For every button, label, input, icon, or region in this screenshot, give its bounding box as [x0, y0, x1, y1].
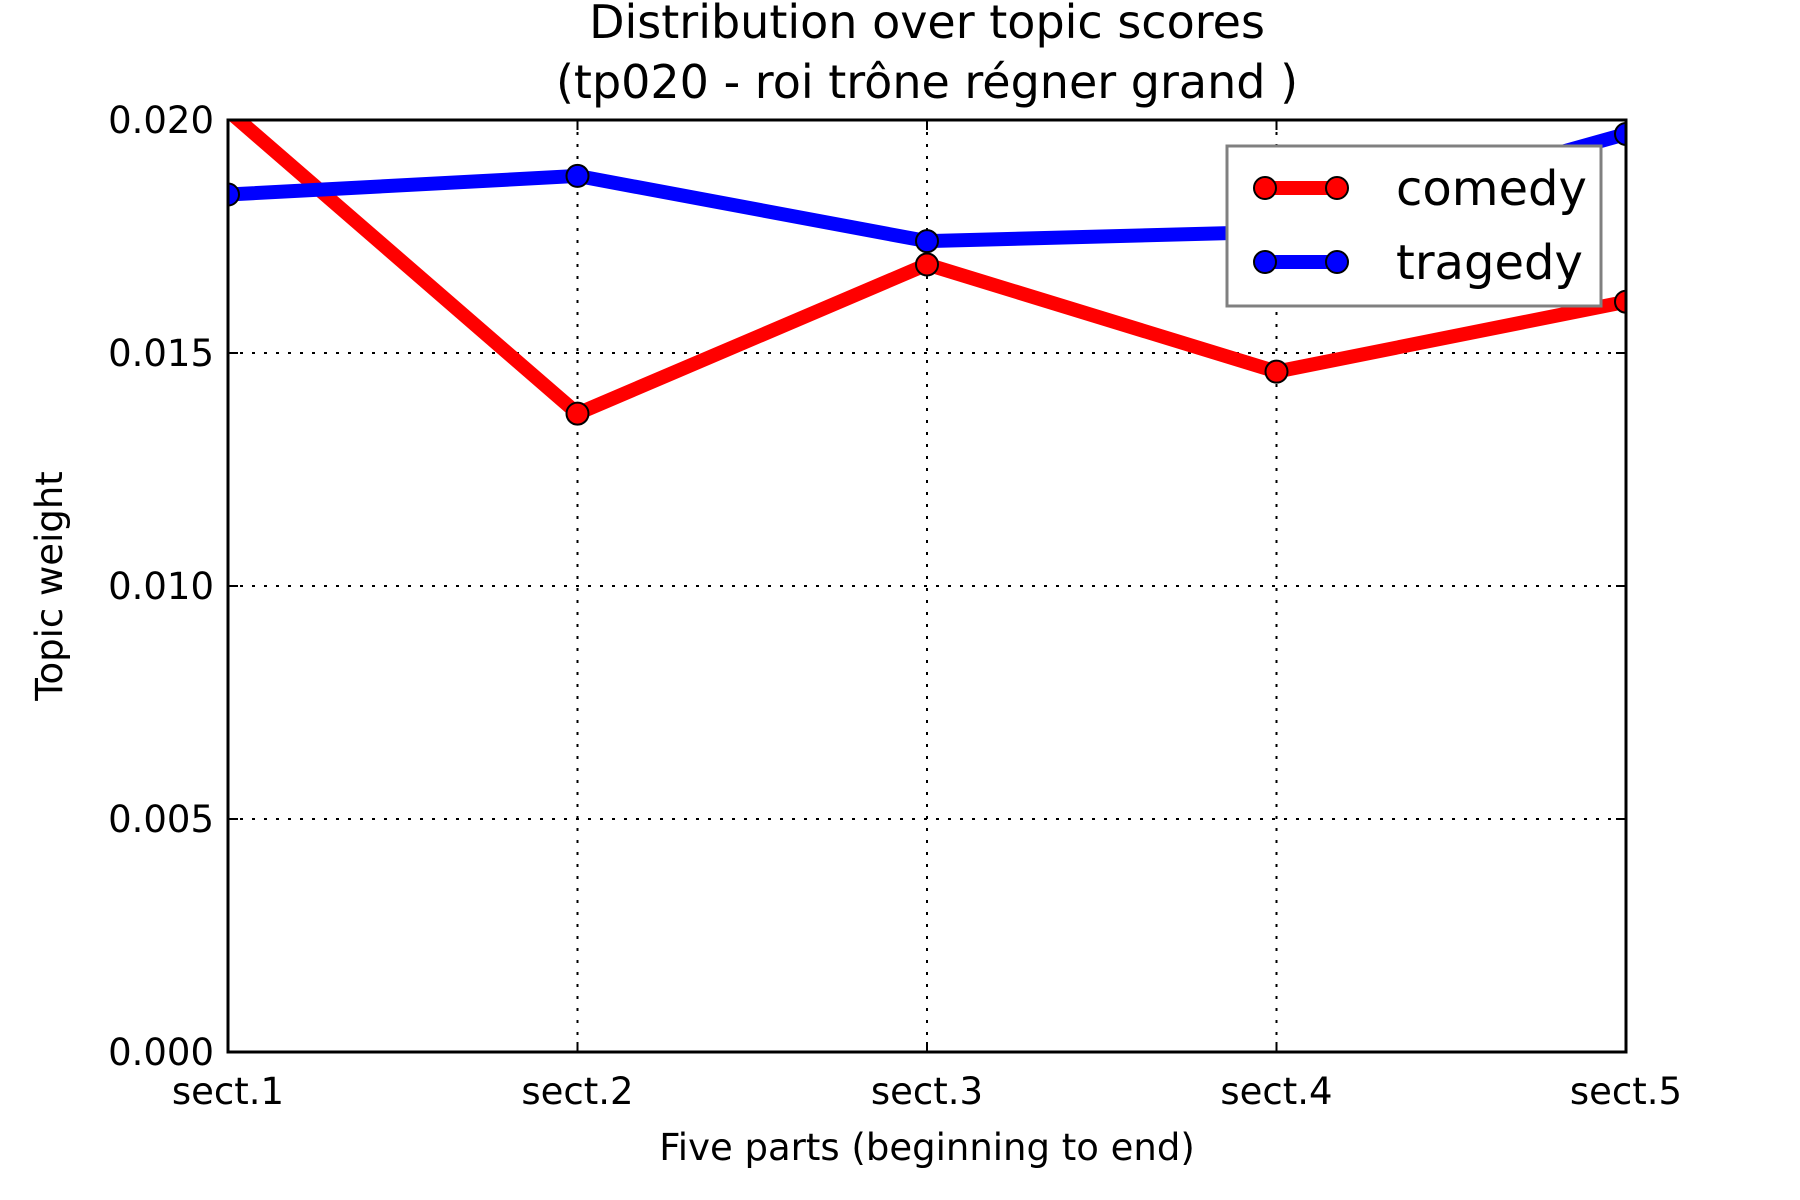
- legend-marker-tragedy: [1253, 250, 1277, 274]
- data-point-comedy: [1264, 359, 1289, 384]
- legend-label-tragedy: tragedy: [1396, 235, 1583, 291]
- legend-marker-comedy: [1253, 176, 1277, 200]
- data-point-tragedy: [915, 229, 939, 254]
- chart-subtitle: (tp020 - roi trône régner grand ): [556, 55, 1298, 109]
- y-tick-label: 0.020: [108, 99, 214, 142]
- legend-marker-tragedy: [1325, 250, 1349, 274]
- chart-title: Distribution over topic scores: [589, 0, 1265, 49]
- y-tick-label: 0.010: [108, 565, 214, 608]
- data-point-comedy: [1614, 289, 1626, 314]
- y-axis-ticks: 0.000 0.005 0.010 0.015 0.020: [108, 99, 1626, 1074]
- x-tick-label: sect.1: [172, 1070, 284, 1113]
- y-axis-label: Topic weight: [28, 471, 71, 702]
- data-point-tragedy: [228, 182, 240, 207]
- data-point-tragedy: [565, 163, 590, 188]
- y-tick-label: 0.005: [108, 798, 214, 841]
- legend: comedy tragedy: [1225, 144, 1603, 308]
- legend-label-comedy: comedy: [1396, 161, 1587, 217]
- x-tick-label: sect.2: [521, 1070, 633, 1113]
- x-axis-ticks: sect.1 sect.2 sect.3 sect.4 sect.5: [172, 120, 1682, 1113]
- legend-marker-comedy: [1325, 176, 1349, 200]
- y-tick-label: 0.015: [108, 332, 214, 375]
- x-tick-label: sect.5: [1570, 1070, 1682, 1113]
- data-point-tragedy: [1614, 121, 1626, 146]
- legend-box: [1225, 144, 1603, 308]
- x-axis-label: Five parts (beginning to end): [659, 1126, 1195, 1169]
- x-tick-label: sect.4: [1220, 1070, 1332, 1113]
- data-point-comedy: [565, 401, 590, 426]
- data-point-comedy: [915, 252, 939, 277]
- x-tick-label: sect.3: [871, 1070, 983, 1113]
- y-tick-label: 0.000: [108, 1031, 214, 1074]
